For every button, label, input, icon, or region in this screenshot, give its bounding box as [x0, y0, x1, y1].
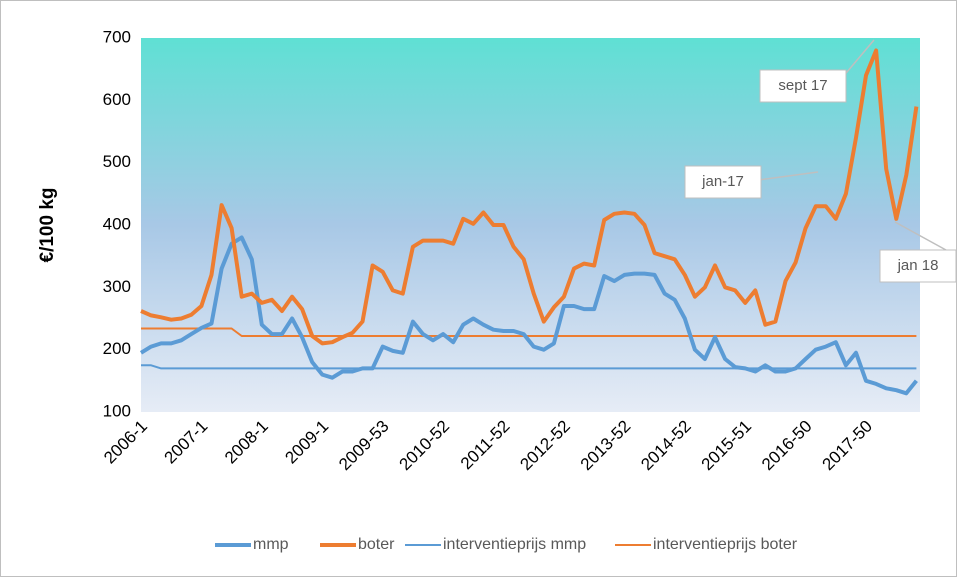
- callout-box: [879, 249, 957, 283]
- y-tick-label: 200: [103, 339, 131, 358]
- y-axis-label: €/100 kg: [37, 188, 58, 263]
- y-tick-label: 100: [103, 401, 131, 420]
- annotation: jan 18: [897, 257, 939, 274]
- series-line: [139, 235, 918, 396]
- y-tick-label: 600: [103, 90, 131, 109]
- callout-box: [759, 69, 847, 103]
- legend-label: interventieprijs mmp: [443, 536, 586, 553]
- callout-box: [684, 165, 762, 199]
- legend-label: mmp: [253, 536, 289, 553]
- callout-line: [894, 221, 947, 251]
- series-line: [141, 364, 917, 370]
- y-tick-label: 300: [103, 277, 131, 296]
- series-line: [141, 327, 917, 337]
- callout-line: [750, 171, 819, 182]
- y-tick-label: 500: [103, 152, 131, 171]
- y-tick-label: 700: [103, 27, 131, 46]
- legend-label: interventieprijs boter: [653, 536, 798, 553]
- series-line: [140, 48, 919, 346]
- legend-label: boter: [358, 536, 395, 553]
- annotation: sept 17: [778, 77, 827, 94]
- y-tick-label: 400: [103, 214, 131, 233]
- annotation: jan-17: [701, 173, 744, 190]
